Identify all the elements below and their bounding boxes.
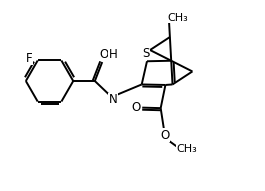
Text: N: N [109, 93, 118, 106]
Text: O: O [131, 101, 140, 114]
Text: CH₃: CH₃ [177, 144, 197, 154]
Text: CH₃: CH₃ [167, 13, 188, 23]
Text: S: S [142, 47, 149, 60]
Text: F: F [26, 52, 33, 65]
Text: H: H [109, 48, 118, 61]
Text: O: O [100, 48, 109, 61]
Text: O: O [161, 129, 170, 142]
